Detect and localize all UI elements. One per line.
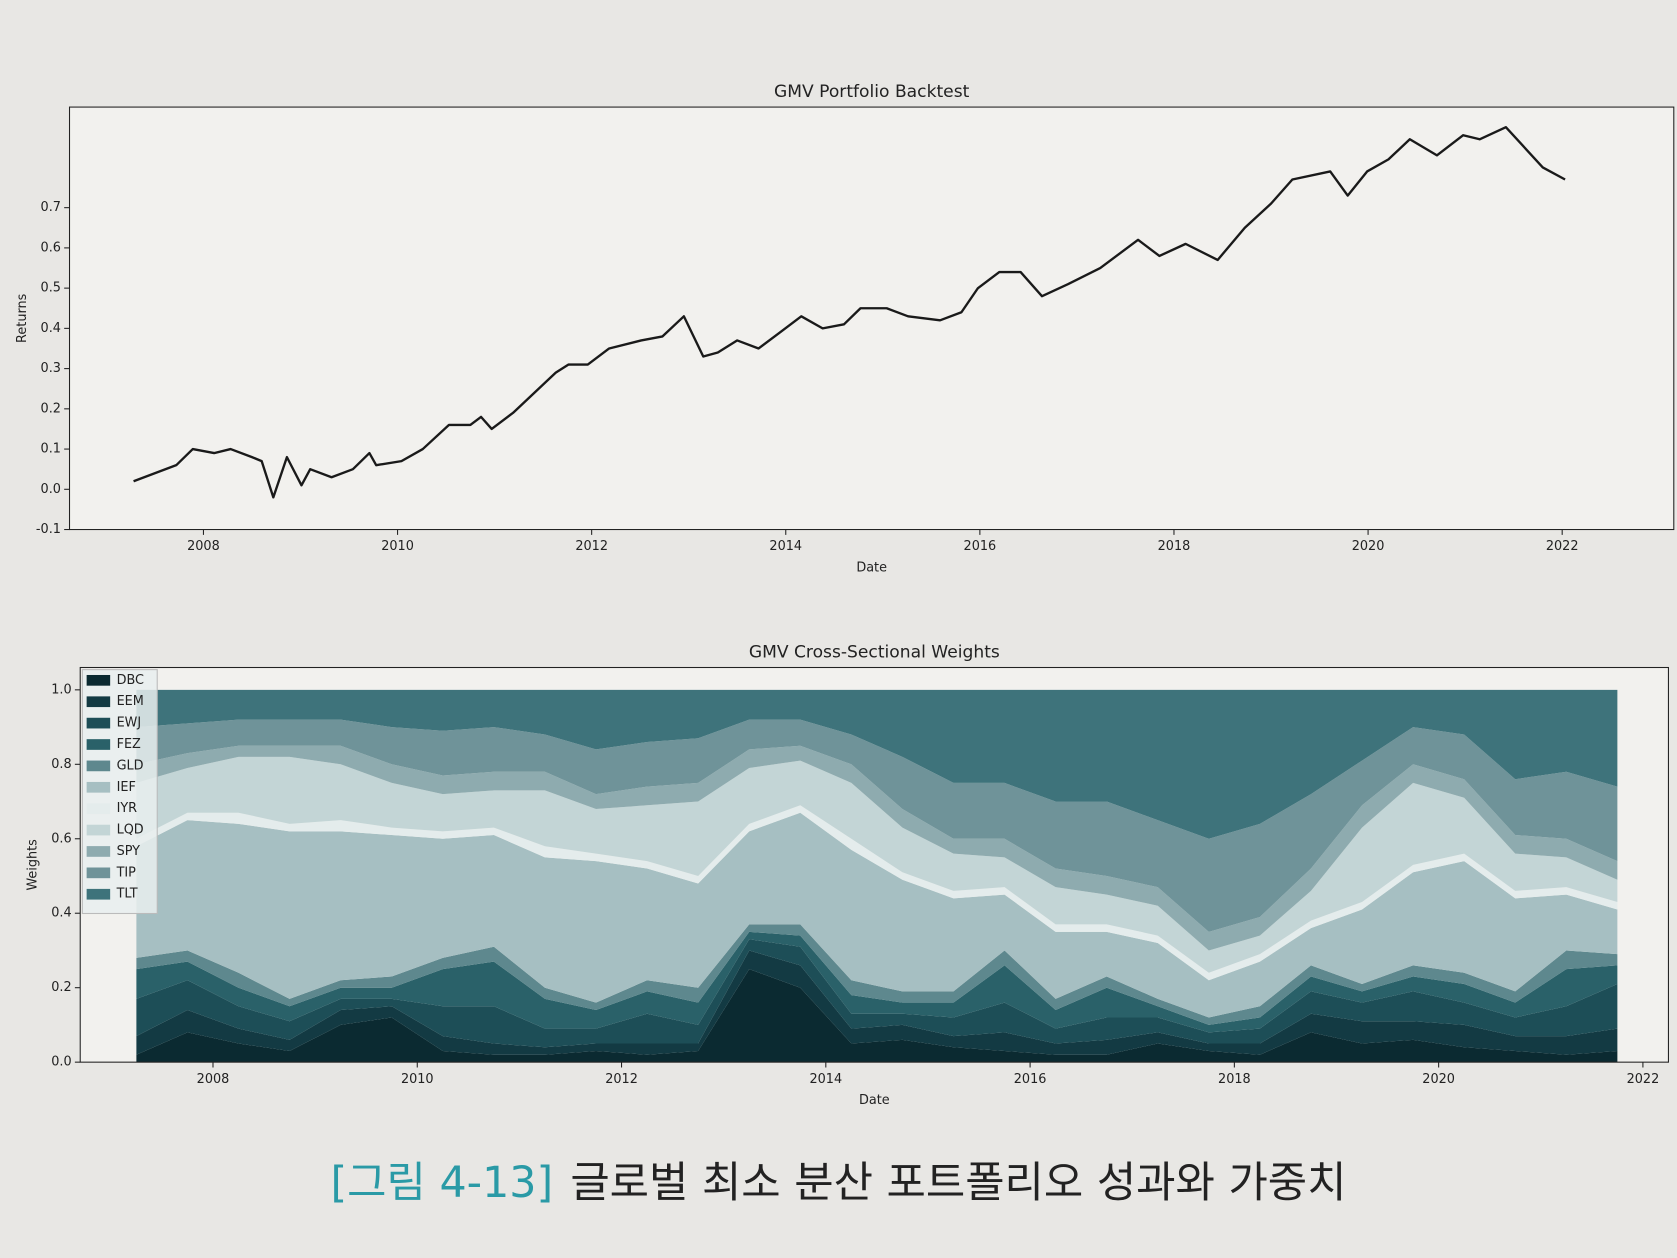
y-tick-label: 0.4 <box>51 906 71 921</box>
x-axis-label: Date <box>859 1093 890 1108</box>
area <box>136 812 1618 1018</box>
y-tick-label: 0.6 <box>51 831 71 846</box>
chart: GMV Portfolio Backtest -0.1 0.0 0.1 0.2 0.3 0.… <box>15 82 1675 576</box>
y-tick-label: -0.1 <box>36 522 61 537</box>
legend-swatch <box>86 867 111 879</box>
area <box>136 719 1618 932</box>
y-tick-label: 0.5 <box>41 281 61 296</box>
legend-swatch <box>86 781 111 793</box>
legend-swatch <box>86 674 111 686</box>
area <box>136 805 1618 981</box>
x-tick-label: 2022 <box>1546 539 1579 554</box>
legend-swatch <box>86 739 111 750</box>
legend-label: SPY <box>117 844 141 859</box>
y-tick-label: 0.2 <box>51 980 71 995</box>
legend-label: EWJ <box>117 716 142 731</box>
legend-label: IEF <box>117 780 136 795</box>
y-tick-label: 0.3 <box>41 361 61 376</box>
legend-label: IYR <box>117 801 138 816</box>
plot-area <box>69 107 1674 530</box>
y-tick-label: 0.7 <box>41 200 61 215</box>
y-axis-label: Returns <box>15 293 30 343</box>
x-tick-label: 2010 <box>401 1072 434 1087</box>
y-tick-label: 1.0 <box>51 682 71 697</box>
legend-swatch <box>86 824 111 836</box>
x-tick-label: 2016 <box>964 539 997 554</box>
area <box>136 924 1618 1025</box>
legend-label: FEZ <box>117 737 141 752</box>
legend-swatch <box>86 803 111 815</box>
y-tick-label: 0.8 <box>51 757 71 772</box>
legend-swatch <box>86 846 111 857</box>
y-tick-label: 0.4 <box>41 321 61 336</box>
y-tick-label: 0.6 <box>41 240 61 255</box>
x-tick-label: 2008 <box>187 539 220 554</box>
caption-text: 글로벌 최소 분산 포트폴리오 성과와 가중치 <box>570 1158 1346 1208</box>
legend-label: TLT <box>116 887 138 902</box>
x-tick-label: 2014 <box>769 539 802 554</box>
y-tick-label: 0.0 <box>41 482 61 497</box>
legend-label: GLD <box>117 758 144 773</box>
legend-label: TIP <box>116 865 137 880</box>
x-tick-label: 2008 <box>197 1072 230 1087</box>
x-tick-label: 2016 <box>1014 1072 1047 1087</box>
y-tick-label: 0.0 <box>51 1055 71 1070</box>
area <box>136 969 1618 1063</box>
figure-caption: [그림 4-13] 글로벌 최소 분산 포트폴리오 성과와 가중치 <box>330 1158 1346 1208</box>
line <box>133 126 1566 499</box>
x-tick-label: 2010 <box>381 539 414 554</box>
x-tick-label: 2014 <box>809 1072 842 1087</box>
y-tick-label: 0.1 <box>41 442 61 457</box>
area <box>136 756 1618 973</box>
area <box>136 931 1618 1033</box>
area <box>136 689 1618 839</box>
x-tick-label: 2012 <box>605 1072 638 1087</box>
x-tick-label: 2018 <box>1158 539 1191 554</box>
x-tick-label: 2020 <box>1422 1072 1455 1087</box>
legend-swatch <box>86 888 111 900</box>
chart: GMV Cross-Sectional Weights DBC EEM EWJ FEZ G… <box>26 643 1669 1108</box>
legend-label: EEM <box>117 694 144 709</box>
chart-title: GMV Portfolio Backtest <box>774 82 970 102</box>
legend-swatch <box>86 717 111 729</box>
y-tick-label: 0.2 <box>41 401 61 416</box>
x-tick-label: 2012 <box>575 539 608 554</box>
plot-frame <box>79 666 1669 1063</box>
legend-swatch <box>86 760 111 772</box>
area <box>136 939 1618 1048</box>
legend-label: DBC <box>117 673 144 688</box>
legend-label: LQD <box>117 823 144 838</box>
x-tick-label: 2022 <box>1627 1072 1660 1087</box>
chart-title: GMV Cross-Sectional Weights <box>749 643 1000 663</box>
x-axis-label: Date <box>856 561 887 576</box>
x-tick-label: 2018 <box>1218 1072 1251 1087</box>
x-tick-label: 2020 <box>1352 539 1385 554</box>
plot-frame <box>68 106 1675 531</box>
legend-swatch <box>86 696 111 708</box>
caption-label: [그림 4-13] <box>330 1158 553 1208</box>
area <box>136 950 1618 1055</box>
y-axis-label: Weights <box>26 839 41 891</box>
